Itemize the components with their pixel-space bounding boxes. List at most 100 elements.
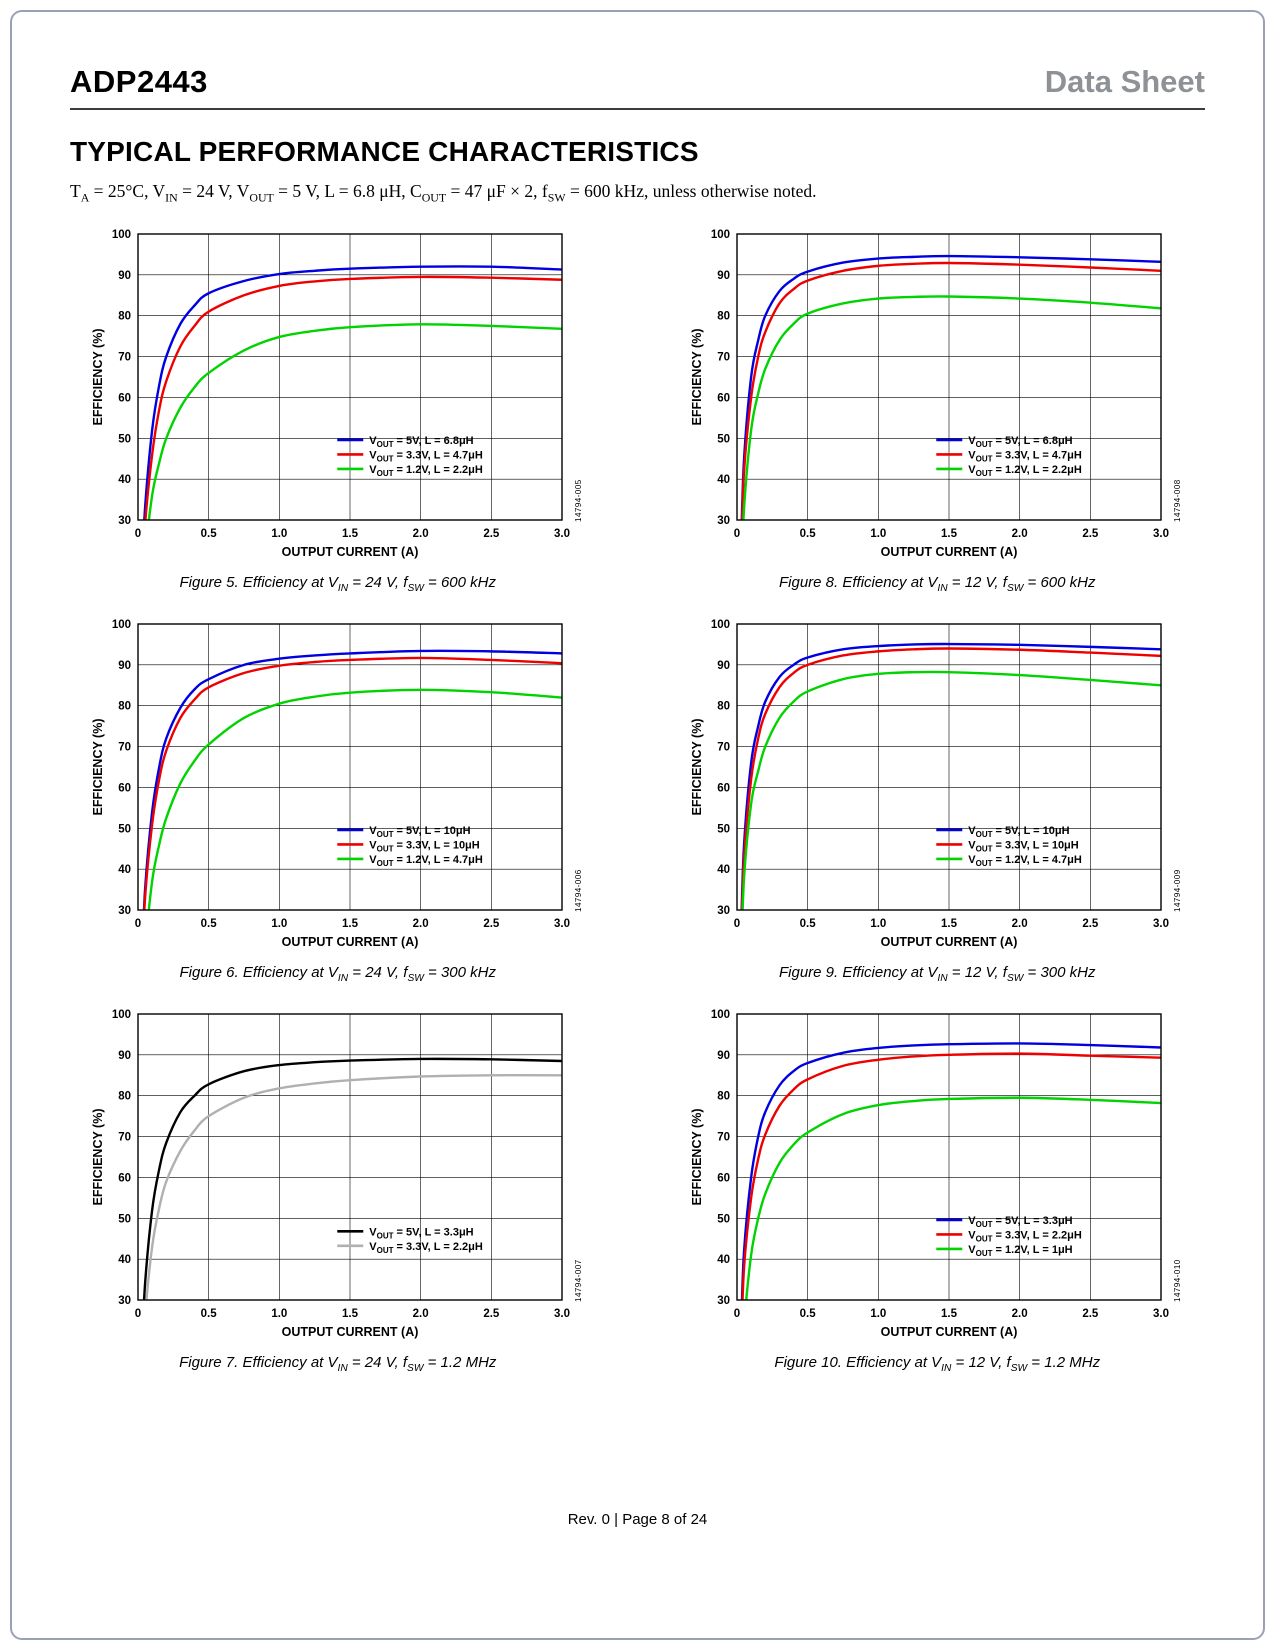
- svg-text:2.5: 2.5: [483, 528, 500, 540]
- svg-text:VOUT = 5V, L = 10μH: VOUT = 5V, L = 10μH: [969, 824, 1070, 838]
- svg-text:100: 100: [112, 619, 131, 631]
- figure-8-chart: 0 0.5 1.0 1.5 2.0 2.5 3.0 30 40 50 60 70 80 90 100 OUTP…: [687, 222, 1187, 570]
- figure-8-caption: Figure 8. Efficiency at VIN = 12 V, fSW …: [779, 573, 1096, 594]
- svg-text:30: 30: [118, 515, 131, 527]
- svg-text:60: 60: [118, 1172, 131, 1184]
- svg-text:80: 80: [118, 1090, 131, 1102]
- svg-text:VOUT = 5V, L = 6.8μH: VOUT = 5V, L = 6.8μH: [369, 434, 473, 448]
- svg-text:70: 70: [717, 741, 730, 753]
- svg-text:VOUT = 1.2V, L = 4.7μH: VOUT = 1.2V, L = 4.7μH: [969, 853, 1083, 867]
- svg-text:VOUT = 1.2V, L = 2.2μH: VOUT = 1.2V, L = 2.2μH: [969, 463, 1083, 477]
- svg-text:3.0: 3.0: [554, 528, 570, 540]
- svg-text:1.0: 1.0: [871, 918, 887, 930]
- svg-text:EFFICIENCY (%): EFFICIENCY (%): [91, 718, 105, 815]
- svg-text:2.0: 2.0: [412, 918, 428, 930]
- svg-text:2.5: 2.5: [483, 918, 500, 930]
- figure-5-chart: 0 0.5 1.0 1.5 2.0 2.5 3.0 30 40 50 60 70 80 90 100 OUTP…: [88, 222, 588, 570]
- svg-text:50: 50: [118, 823, 131, 835]
- svg-text:VOUT = 5V, L = 10μH: VOUT = 5V, L = 10μH: [369, 824, 470, 838]
- figure-7-caption: Figure 7. Efficiency at VIN = 24 V, fSW …: [179, 1353, 497, 1374]
- svg-text:100: 100: [112, 1009, 131, 1021]
- svg-text:30: 30: [717, 905, 730, 917]
- svg-text:70: 70: [118, 351, 131, 363]
- figure-5-caption: Figure 5. Efficiency at VIN = 24 V, fSW …: [179, 573, 496, 594]
- svg-text:2.0: 2.0: [412, 1308, 428, 1320]
- chart-svg: 0 0.5 1.0 1.5 2.0 2.5 3.0 30 40 50 60 70 80 90 100 OUTP…: [91, 1009, 583, 1339]
- svg-text:1.5: 1.5: [941, 918, 958, 930]
- svg-text:OUTPUT CURRENT (A): OUTPUT CURRENT (A): [281, 545, 418, 559]
- svg-text:2.5: 2.5: [1083, 528, 1100, 540]
- doc-type-label: Data Sheet: [1044, 64, 1205, 99]
- figure-10: 0 0.5 1.0 1.5 2.0 2.5 3.0 30 40 50 60 70 80 90 100 OUTP…: [670, 1002, 1206, 1374]
- svg-text:2.0: 2.0: [1012, 528, 1028, 540]
- svg-text:100: 100: [711, 229, 730, 241]
- svg-text:VOUT = 3.3V, L = 4.7μH: VOUT = 3.3V, L = 4.7μH: [369, 449, 483, 463]
- svg-text:EFFICIENCY (%): EFFICIENCY (%): [690, 328, 704, 425]
- svg-text:60: 60: [118, 392, 131, 404]
- svg-text:14794-009: 14794-009: [1173, 869, 1182, 912]
- svg-text:100: 100: [711, 1009, 730, 1021]
- svg-text:90: 90: [717, 1049, 730, 1061]
- svg-text:1.5: 1.5: [941, 1308, 958, 1320]
- svg-text:VOUT = 5V, L = 3.3μH: VOUT = 5V, L = 3.3μH: [969, 1214, 1073, 1228]
- svg-text:50: 50: [717, 823, 730, 835]
- svg-text:1.5: 1.5: [342, 918, 359, 930]
- figure-9-chart: 0 0.5 1.0 1.5 2.0 2.5 3.0 30 40 50 60 70 80 90 100 OUTP…: [687, 612, 1187, 960]
- svg-text:60: 60: [717, 392, 730, 404]
- svg-text:0: 0: [734, 1308, 740, 1320]
- svg-text:EFFICIENCY (%): EFFICIENCY (%): [690, 1108, 704, 1205]
- svg-text:1.0: 1.0: [871, 528, 887, 540]
- svg-text:0.5: 0.5: [800, 1308, 817, 1320]
- svg-text:60: 60: [717, 1172, 730, 1184]
- svg-text:0.5: 0.5: [200, 918, 217, 930]
- svg-text:1.0: 1.0: [271, 918, 287, 930]
- chart-svg: 0 0.5 1.0 1.5 2.0 2.5 3.0 30 40 50 60 70 80 90 100 OUTP…: [690, 619, 1182, 949]
- chart-svg: 0 0.5 1.0 1.5 2.0 2.5 3.0 30 40 50 60 70 80 90 100 OUTP…: [690, 1009, 1182, 1339]
- figure-7: 0 0.5 1.0 1.5 2.0 2.5 3.0 30 40 50 60 70 80 90 100 OUTP…: [70, 1002, 606, 1374]
- chart-svg: 0 0.5 1.0 1.5 2.0 2.5 3.0 30 40 50 60 70 80 90 100 OUTP…: [91, 619, 583, 949]
- svg-text:0.5: 0.5: [800, 528, 817, 540]
- header: ADP2443 Data Sheet: [70, 64, 1205, 110]
- svg-text:30: 30: [717, 1295, 730, 1307]
- svg-text:50: 50: [118, 433, 131, 445]
- figure-6-caption: Figure 6. Efficiency at VIN = 24 V, fSW …: [179, 963, 496, 984]
- svg-text:VOUT = 3.3V, L = 2.2μH: VOUT = 3.3V, L = 2.2μH: [369, 1240, 483, 1254]
- charts-grid: 0 0.5 1.0 1.5 2.0 2.5 3.0 30 40 50 60 70 80 90 100 OUTP…: [70, 222, 1205, 1374]
- svg-text:3.0: 3.0: [1153, 528, 1169, 540]
- svg-text:40: 40: [717, 1254, 730, 1266]
- part-number: ADP2443: [70, 64, 208, 99]
- svg-text:40: 40: [118, 864, 131, 876]
- svg-text:EFFICIENCY (%): EFFICIENCY (%): [91, 1108, 105, 1205]
- svg-text:VOUT = 3.3V, L = 10μH: VOUT = 3.3V, L = 10μH: [969, 839, 1080, 853]
- svg-text:30: 30: [118, 1295, 131, 1307]
- svg-text:OUTPUT CURRENT (A): OUTPUT CURRENT (A): [281, 1325, 418, 1339]
- svg-text:VOUT = 1.2V, L = 4.7μH: VOUT = 1.2V, L = 4.7μH: [369, 853, 483, 867]
- svg-text:90: 90: [118, 1049, 131, 1061]
- svg-text:0: 0: [135, 1308, 141, 1320]
- svg-text:0: 0: [135, 528, 141, 540]
- figure-9: 0 0.5 1.0 1.5 2.0 2.5 3.0 30 40 50 60 70 80 90 100 OUTP…: [670, 612, 1206, 984]
- svg-text:EFFICIENCY (%): EFFICIENCY (%): [91, 328, 105, 425]
- svg-text:70: 70: [717, 351, 730, 363]
- section-title: TYPICAL PERFORMANCE CHARACTERISTICS: [70, 136, 699, 167]
- svg-text:1.0: 1.0: [871, 1308, 887, 1320]
- figure-10-chart: 0 0.5 1.0 1.5 2.0 2.5 3.0 30 40 50 60 70 80 90 100 OUTP…: [687, 1002, 1187, 1350]
- svg-text:2.0: 2.0: [1012, 918, 1028, 930]
- svg-text:1.5: 1.5: [941, 528, 958, 540]
- svg-text:VOUT = 5V, L = 6.8μH: VOUT = 5V, L = 6.8μH: [969, 434, 1073, 448]
- figure-9-caption: Figure 9. Efficiency at VIN = 12 V, fSW …: [779, 963, 1096, 984]
- svg-text:14794-005: 14794-005: [574, 479, 583, 522]
- figure-6: 0 0.5 1.0 1.5 2.0 2.5 3.0 30 40 50 60 70 80 90 100 OUTP…: [70, 612, 606, 984]
- svg-text:50: 50: [717, 433, 730, 445]
- svg-text:100: 100: [711, 619, 730, 631]
- svg-text:0: 0: [135, 918, 141, 930]
- svg-text:2.5: 2.5: [1083, 1308, 1100, 1320]
- svg-text:70: 70: [118, 741, 131, 753]
- svg-text:VOUT = 1.2V, L = 2.2μH: VOUT = 1.2V, L = 2.2μH: [369, 463, 483, 477]
- svg-text:14794-006: 14794-006: [574, 869, 583, 912]
- svg-text:30: 30: [118, 905, 131, 917]
- figure-6-chart: 0 0.5 1.0 1.5 2.0 2.5 3.0 30 40 50 60 70 80 90 100 OUTP…: [88, 612, 588, 960]
- svg-text:80: 80: [118, 310, 131, 322]
- svg-text:80: 80: [717, 1090, 730, 1102]
- svg-text:80: 80: [717, 310, 730, 322]
